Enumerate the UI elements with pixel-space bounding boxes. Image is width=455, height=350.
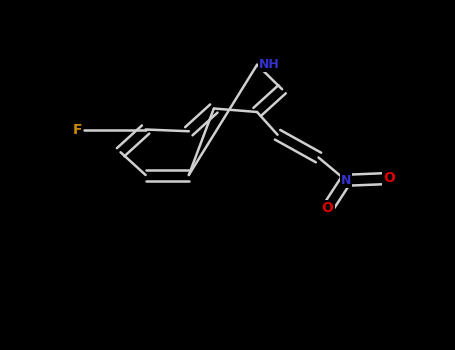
- Text: NH: NH: [259, 58, 280, 71]
- Text: N: N: [341, 174, 351, 187]
- Text: O: O: [383, 172, 395, 186]
- Text: O: O: [322, 201, 334, 215]
- Text: F: F: [72, 122, 82, 136]
